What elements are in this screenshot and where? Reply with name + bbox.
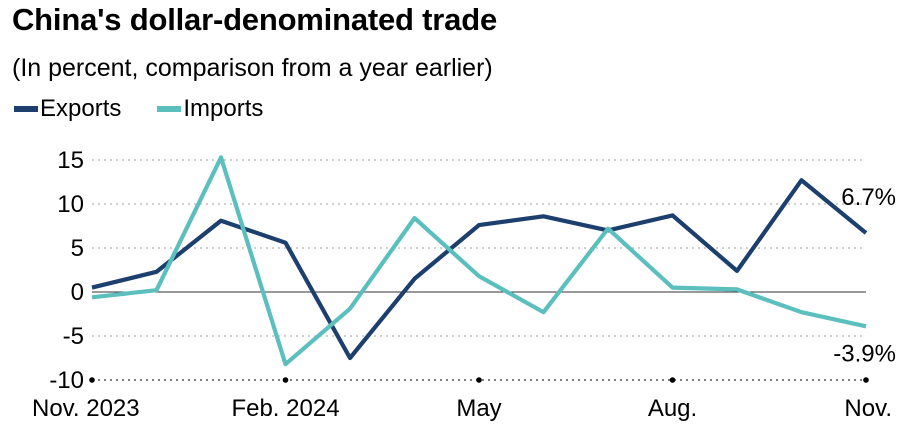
y-tick-label: 5 xyxy=(71,235,84,262)
y-tick-label: 10 xyxy=(57,191,84,218)
x-tick-dot xyxy=(89,377,95,383)
x-tick-label: Aug. xyxy=(648,395,697,422)
x-tick-label: Nov. 2023 xyxy=(32,395,140,422)
y-tick-label: 0 xyxy=(71,279,84,306)
x-tick-label: May xyxy=(456,395,501,422)
x-tick-label: Nov. xyxy=(844,395,892,422)
legend-item-imports: Imports xyxy=(157,95,263,123)
legend-swatch-imports xyxy=(157,106,182,112)
x-tick-dot xyxy=(282,377,289,383)
annotation-imports: -3.9% xyxy=(833,340,896,367)
y-tick-label: 15 xyxy=(57,147,84,174)
x-tick-dot xyxy=(863,377,869,383)
legend-item-exports: Exports xyxy=(14,95,121,123)
y-tick-label: -5 xyxy=(63,323,84,350)
series-line-imports xyxy=(91,155,867,367)
annotation-exports: 6.7% xyxy=(841,184,896,211)
legend: Exports Imports xyxy=(14,95,299,123)
chart-subtitle: (In percent, comparison from a year earl… xyxy=(12,54,493,82)
chart-title: China's dollar-denominated trade xyxy=(12,2,497,37)
y-tick-label: -10 xyxy=(49,367,84,394)
x-tick-dot xyxy=(669,377,676,383)
x-tick-dot xyxy=(476,377,482,383)
x-tick-label: Feb. 2024 xyxy=(231,395,339,422)
legend-label-exports: Exports xyxy=(40,95,122,122)
series-line-exports xyxy=(91,178,868,361)
legend-label-imports: Imports xyxy=(183,95,264,122)
legend-swatch-exports xyxy=(14,106,38,112)
